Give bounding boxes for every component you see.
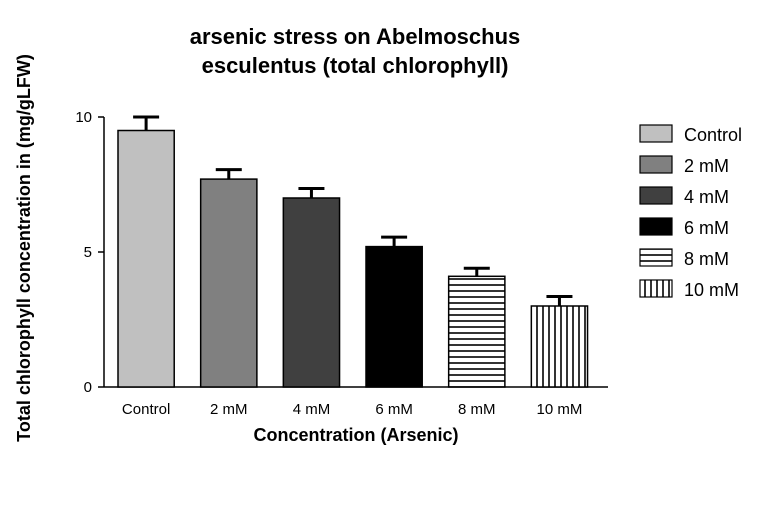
- legend-label: 4 mM: [684, 187, 729, 207]
- legend-label: 6 mM: [684, 218, 729, 238]
- legend-swatch: [639, 248, 673, 267]
- legend-swatch: [639, 186, 673, 205]
- bar: [530, 305, 589, 388]
- y-axis-title: Total chlorophyll concentration in (mg/g…: [14, 54, 34, 442]
- legend-label: Control: [684, 125, 742, 145]
- bar: [282, 197, 341, 388]
- x-tick-label: 4 mM: [293, 401, 331, 418]
- bar: [447, 275, 506, 388]
- x-tick-label: 10 mM: [537, 401, 583, 418]
- legend: Control 2 mM 4 mM 6 mM 8 mM 10 mM: [639, 124, 742, 300]
- legend-swatch: [639, 124, 673, 143]
- legend-swatch: [639, 217, 673, 236]
- y-tick-label: 5: [84, 244, 92, 261]
- bars: [117, 129, 589, 388]
- legend-swatch: [639, 155, 673, 174]
- x-tick-label: 8 mM: [458, 401, 496, 418]
- chart-title-line-1: arsenic stress on Abelmoschus: [190, 24, 521, 49]
- legend-label: 2 mM: [684, 156, 729, 176]
- legend-label: 8 mM: [684, 249, 729, 269]
- y-ticks: 0 5 10: [75, 109, 104, 396]
- legend-label: 10 mM: [684, 280, 739, 300]
- bar: [199, 178, 258, 388]
- x-tick-label: 2 mM: [210, 401, 248, 418]
- bar: [117, 129, 175, 388]
- error-bars: [133, 115, 573, 306]
- bar: [365, 245, 423, 388]
- y-tick-label: 0: [84, 379, 92, 396]
- x-tick-label: Control: [122, 401, 170, 418]
- x-tick-label: 6 mM: [375, 401, 413, 418]
- y-tick-label: 10: [75, 109, 92, 126]
- legend-swatch: [639, 279, 673, 298]
- x-axis-title: Concentration (Arsenic): [253, 425, 458, 445]
- x-ticks: Control 2 mM 4 mM 6 mM 8 mM 10 mM: [122, 401, 582, 418]
- chart-title-line-2: esculentus (total chlorophyll): [202, 53, 509, 78]
